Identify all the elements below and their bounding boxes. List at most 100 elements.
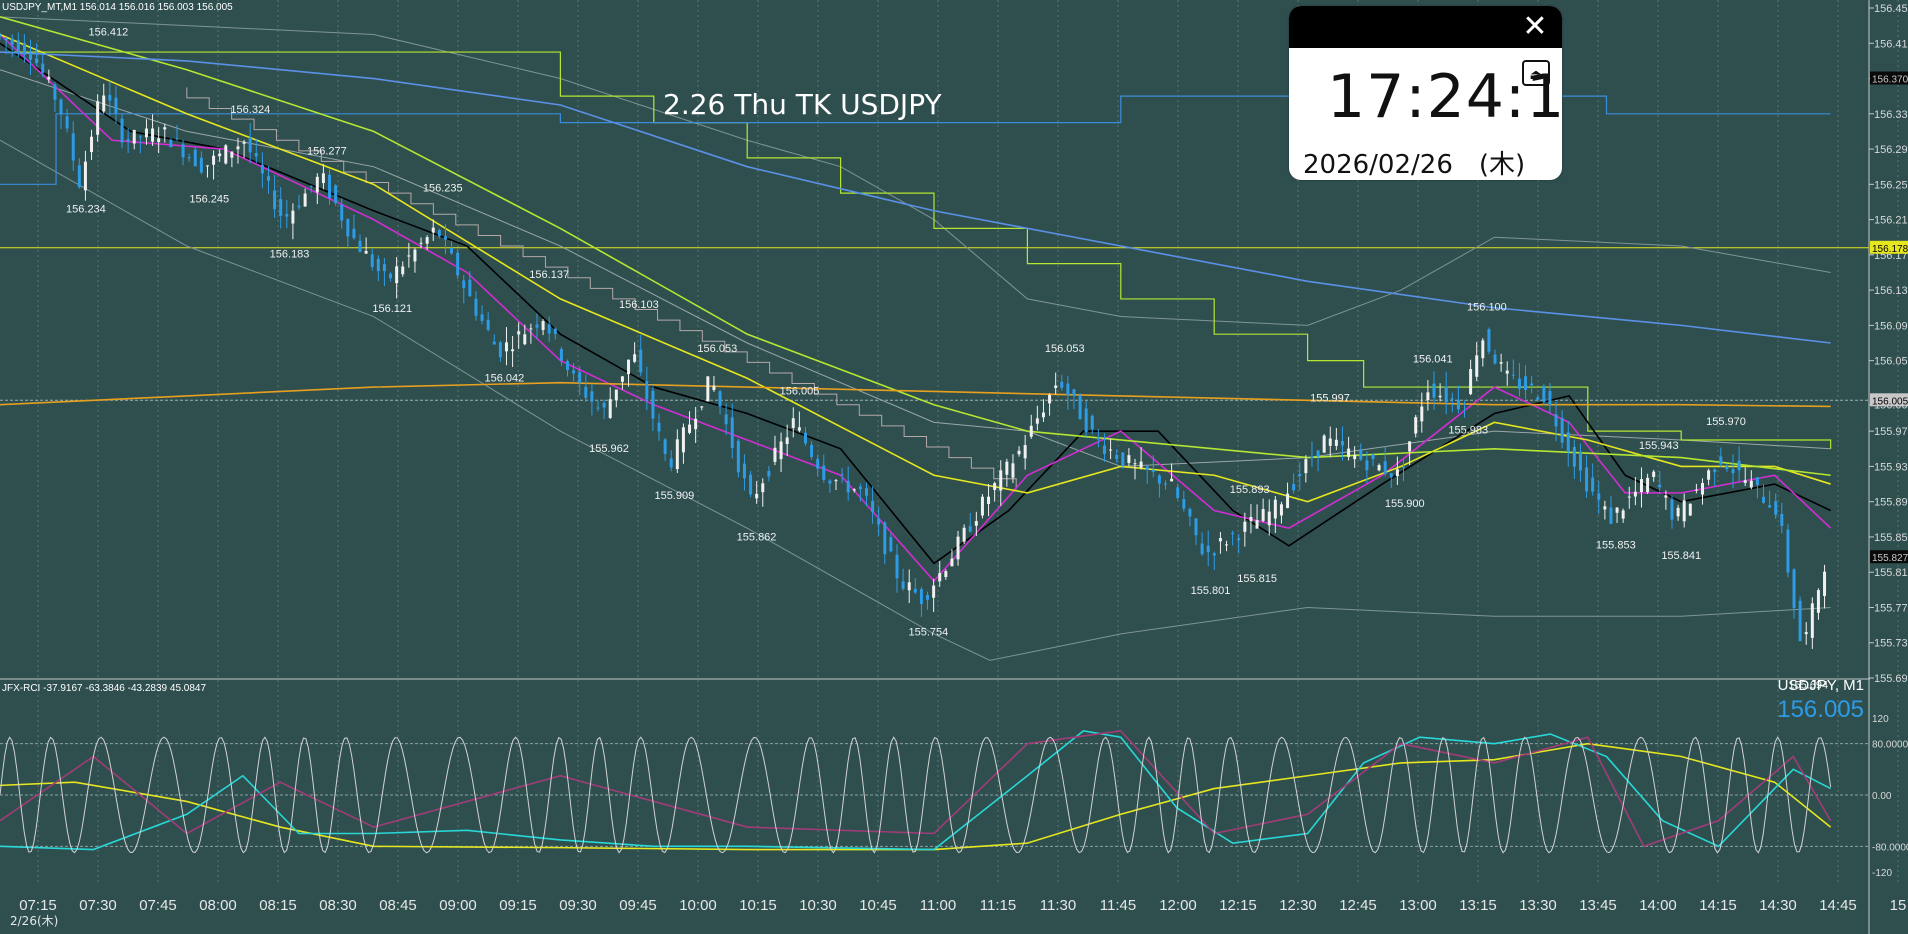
candle-body (1041, 412, 1045, 418)
candle-body (1463, 403, 1467, 405)
candle-body (1151, 469, 1155, 472)
candle-body (987, 496, 991, 504)
x-tick-label: 14:15 (1699, 897, 1737, 914)
candle-body (956, 536, 960, 560)
candle-body (1737, 460, 1741, 471)
candle-body (1755, 477, 1759, 485)
clock-widget[interactable]: ✕ 17:24:11 ⏏ 2026/02/26 (木) (1289, 6, 1562, 180)
candle-body (254, 153, 258, 157)
candle-body (974, 521, 978, 526)
swing-annotation: 156.234 (66, 203, 106, 215)
y-tick-label: 156.330 (1874, 109, 1908, 121)
candle-body (1530, 383, 1534, 386)
swing-annotation: 155.900 (1385, 498, 1425, 510)
pin-icon[interactable]: ⏏ (1522, 60, 1550, 86)
candle-body (163, 127, 167, 130)
candle-body (242, 141, 246, 144)
candle-body (212, 155, 216, 165)
candle-body (1444, 386, 1448, 403)
x-tick-label: 12:00 (1159, 897, 1197, 914)
clock-titlebar[interactable]: ✕ (1289, 6, 1562, 48)
y-tick-label: 155.850 (1874, 532, 1908, 544)
candle-body (871, 500, 875, 513)
candle-body (334, 185, 338, 204)
x-tick-label: 12:15 (1219, 897, 1257, 914)
candle-body (529, 328, 533, 330)
candle-body (83, 161, 87, 191)
candle-body (285, 213, 289, 217)
candle-body (791, 418, 795, 428)
candle-body (1218, 538, 1222, 542)
swing-annotation: 155.801 (1191, 585, 1231, 597)
rci-fast-line (0, 736, 1832, 854)
candle-body (1029, 425, 1033, 437)
x-tick-label: 08:15 (259, 897, 297, 914)
candle-body (1621, 510, 1625, 519)
indicator-symbol: USDJPY, M1 (1778, 677, 1864, 694)
x-tick-label: 10:15 (739, 897, 777, 914)
candle-body (1096, 437, 1100, 440)
candle-body (1011, 463, 1015, 478)
x-tick-label: 14:45 (1819, 897, 1857, 914)
rci-line (0, 742, 1832, 851)
candle-body (1017, 450, 1021, 455)
candle-body (437, 229, 441, 237)
cloud-step-line (186, 87, 1017, 490)
candle-body (803, 432, 807, 444)
candle-body (108, 94, 112, 101)
candle-body (828, 480, 832, 484)
candle-body (523, 334, 527, 345)
x-tick-label: 09:45 (619, 897, 657, 914)
candle-body (1810, 603, 1814, 638)
candle-body (1328, 438, 1332, 446)
candle-body (907, 582, 911, 591)
candle-body (553, 328, 557, 334)
candle-body (1084, 408, 1088, 433)
candle-body (1127, 455, 1131, 463)
candle-body (675, 439, 679, 470)
candle-body (1115, 454, 1119, 460)
candle-body (1719, 456, 1723, 465)
x-tick-label: 11:00 (920, 897, 956, 914)
candle-body (785, 437, 789, 445)
candle-body (517, 331, 521, 335)
candle-body (1164, 483, 1168, 485)
candles (0, 32, 1827, 649)
candle-body (1682, 500, 1686, 522)
candle-body (1633, 491, 1637, 497)
main-chart-header: USDJPY_MT,M1 156.014 156.016 156.003 156… (2, 2, 233, 13)
close-icon[interactable]: ✕ (1522, 10, 1548, 43)
swing-annotation: 155.962 (589, 443, 629, 455)
candle-body (96, 101, 100, 135)
candle-body (236, 146, 240, 150)
candle-body (431, 227, 435, 233)
candle-body (657, 422, 661, 432)
candle-body (1420, 406, 1424, 422)
swing-annotation: 156.041 (1413, 354, 1453, 366)
candle-body (669, 458, 673, 468)
candle-body (1365, 460, 1369, 471)
candle-body (1206, 545, 1210, 553)
candle-body (1456, 399, 1460, 410)
candle-body (407, 255, 411, 257)
swing-annotation: 156.100 (1467, 302, 1507, 314)
candle-body (1694, 489, 1698, 491)
candle-body (309, 185, 313, 187)
candle-body (498, 342, 502, 358)
candle-body (706, 376, 710, 402)
candle-body (151, 128, 155, 142)
candle-body (736, 440, 740, 473)
envelope-band (0, 69, 1831, 467)
x-tick-label: 12:30 (1279, 897, 1317, 914)
candle-body (877, 518, 881, 525)
x-tick-label: 08:45 (379, 897, 417, 914)
candle-body (1273, 499, 1277, 519)
candle-body (1377, 465, 1381, 471)
price-tag (1870, 393, 1908, 407)
candle-body (102, 95, 106, 112)
candle-body (1658, 484, 1662, 488)
swing-annotation: 155.893 (1230, 484, 1270, 496)
candle-body (694, 418, 698, 430)
candle-body (1664, 495, 1668, 498)
